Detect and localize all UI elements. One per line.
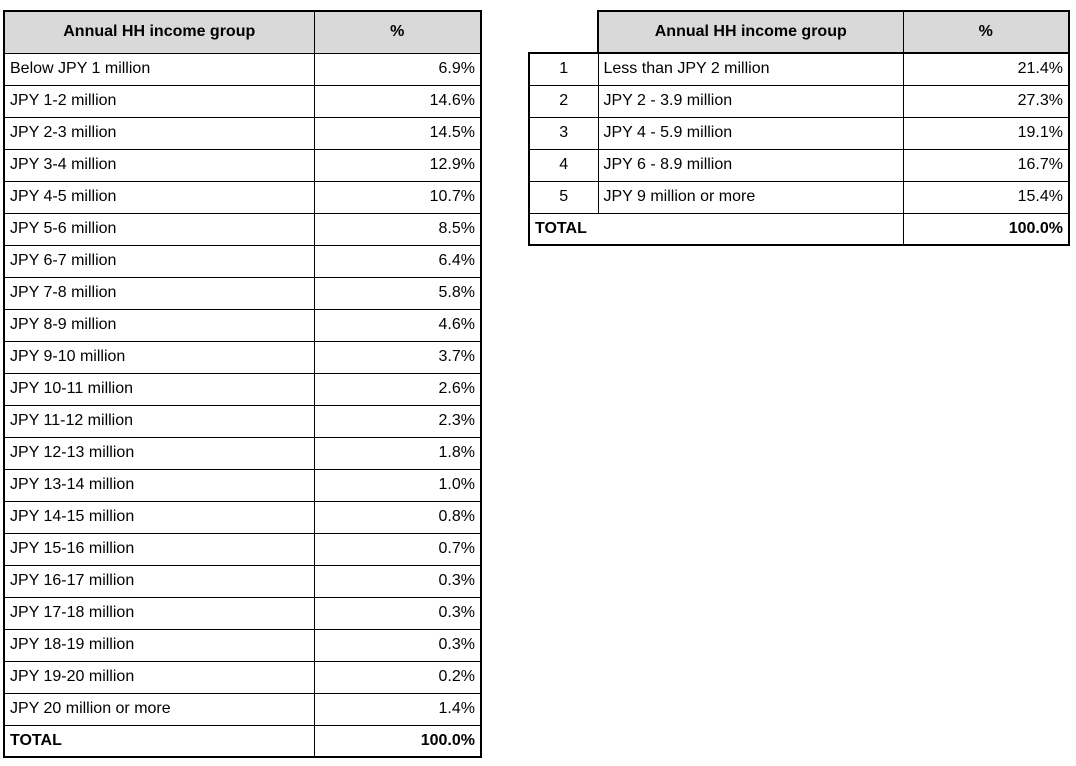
income-group-cell: JPY 1-2 million	[3, 84, 315, 118]
income-group-cell: JPY 6-7 million	[3, 244, 315, 278]
table-row: JPY 9-10 million 3.7%	[3, 340, 482, 374]
percent-cell: 6.4%	[313, 244, 482, 278]
percent-cell: 21.4%	[902, 52, 1070, 86]
table-row: JPY 15-16 million 0.7%	[3, 532, 482, 566]
percent-cell: 0.8%	[313, 500, 482, 534]
table-row: JPY 20 million or more 1.4%	[3, 692, 482, 726]
percent-cell: 12.9%	[313, 148, 482, 182]
income-group-cell: JPY 9 million or more	[597, 180, 904, 214]
table-row: 5 JPY 9 million or more 15.4%	[528, 180, 1070, 214]
income-group-cell: JPY 2 - 3.9 million	[597, 84, 904, 118]
income-group-cell: JPY 15-16 million	[3, 532, 315, 566]
table-row: JPY 7-8 million 5.8%	[3, 276, 482, 310]
header-row: Annual HH income group %	[597, 10, 1070, 54]
table-row: JPY 19-20 million 0.2%	[3, 660, 482, 694]
table-row: JPY 4-5 million 10.7%	[3, 180, 482, 214]
table-row: JPY 17-18 million 0.3%	[3, 596, 482, 630]
income-group-cell: JPY 8-9 million	[3, 308, 315, 342]
column-header-income-group: Annual HH income group	[3, 10, 315, 54]
table-row: 2 JPY 2 - 3.9 million 27.3%	[528, 84, 1070, 118]
income-group-cell: JPY 7-8 million	[3, 276, 315, 310]
table-row: JPY 16-17 million 0.3%	[3, 564, 482, 598]
table-row: JPY 2-3 million 14.5%	[3, 116, 482, 150]
table-row: 3 JPY 4 - 5.9 million 19.1%	[528, 116, 1070, 150]
percent-cell: 0.2%	[313, 660, 482, 694]
table-row: JPY 14-15 million 0.8%	[3, 500, 482, 534]
total-row: TOTAL 100.0%	[3, 724, 482, 758]
income-group-cell: JPY 14-15 million	[3, 500, 315, 534]
table-row: JPY 11-12 million 2.3%	[3, 404, 482, 438]
percent-cell: 6.9%	[313, 52, 482, 86]
percent-cell: 3.7%	[313, 340, 482, 374]
income-group-cell: JPY 12-13 million	[3, 436, 315, 470]
row-number-cell: 5	[528, 180, 599, 214]
row-number-cell: 1	[528, 52, 599, 86]
income-group-cell: Less than JPY 2 million	[597, 52, 904, 86]
percent-cell: 10.7%	[313, 180, 482, 214]
income-table-detailed: Annual HH income group % Below JPY 1 mil…	[3, 10, 482, 758]
income-group-cell: JPY 3-4 million	[3, 148, 315, 182]
percent-cell: 27.3%	[902, 84, 1070, 118]
table-row: JPY 8-9 million 4.6%	[3, 308, 482, 342]
percent-cell: 0.3%	[313, 564, 482, 598]
percent-cell: 1.4%	[313, 692, 482, 726]
income-group-cell: JPY 5-6 million	[3, 212, 315, 246]
income-group-cell: JPY 13-14 million	[3, 468, 315, 502]
table-row: JPY 5-6 million 8.5%	[3, 212, 482, 246]
income-group-cell: JPY 4-5 million	[3, 180, 315, 214]
table-row: 1 Less than JPY 2 million 21.4%	[528, 52, 1070, 86]
percent-cell: 1.8%	[313, 436, 482, 470]
income-group-cell: Below JPY 1 million	[3, 52, 315, 86]
table-row: Below JPY 1 million 6.9%	[3, 52, 482, 86]
column-header-percent: %	[313, 10, 482, 54]
income-group-cell: JPY 6 - 8.9 million	[597, 148, 904, 182]
table-row: JPY 10-11 million 2.6%	[3, 372, 482, 406]
percent-cell: 5.8%	[313, 276, 482, 310]
income-group-cell: JPY 11-12 million	[3, 404, 315, 438]
header-row: Annual HH income group %	[3, 10, 482, 54]
column-header-income-group: Annual HH income group	[597, 10, 904, 54]
percent-cell: 2.6%	[313, 372, 482, 406]
table-row: JPY 1-2 million 14.6%	[3, 84, 482, 118]
percent-cell: 0.3%	[313, 628, 482, 662]
row-number-cell: 3	[528, 116, 599, 150]
total-label-cell: TOTAL	[3, 724, 315, 758]
percent-cell: 14.6%	[313, 84, 482, 118]
table-row: JPY 12-13 million 1.8%	[3, 436, 482, 470]
table-row: JPY 6-7 million 6.4%	[3, 244, 482, 278]
percent-cell: 8.5%	[313, 212, 482, 246]
income-group-cell: JPY 10-11 million	[3, 372, 315, 406]
income-group-cell: JPY 4 - 5.9 million	[597, 116, 904, 150]
table-row: JPY 13-14 million 1.0%	[3, 468, 482, 502]
income-group-cell: JPY 20 million or more	[3, 692, 315, 726]
income-table-grouped-header: Annual HH income group %	[597, 10, 1070, 54]
row-number-cell: 2	[528, 84, 599, 118]
percent-cell: 15.4%	[902, 180, 1070, 214]
table-row: JPY 18-19 million 0.3%	[3, 628, 482, 662]
income-group-cell: JPY 9-10 million	[3, 340, 315, 374]
percent-cell: 16.7%	[902, 148, 1070, 182]
percent-cell: 19.1%	[902, 116, 1070, 150]
income-group-cell: JPY 19-20 million	[3, 660, 315, 694]
percent-cell: 0.7%	[313, 532, 482, 566]
total-label-cell: TOTAL	[528, 212, 904, 246]
total-percent-cell: 100.0%	[902, 212, 1070, 246]
income-group-cell: JPY 2-3 million	[3, 116, 315, 150]
table-row: 4 JPY 6 - 8.9 million 16.7%	[528, 148, 1070, 182]
income-table-grouped: 1 Less than JPY 2 million 21.4% 2 JPY 2 - 3.…	[528, 52, 1070, 246]
table-row: JPY 3-4 million 12.9%	[3, 148, 482, 182]
percent-cell: 4.6%	[313, 308, 482, 342]
income-group-cell: JPY 17-18 million	[3, 596, 315, 630]
percent-cell: 0.3%	[313, 596, 482, 630]
row-number-cell: 4	[528, 148, 599, 182]
column-header-percent: %	[902, 10, 1070, 54]
percent-cell: 14.5%	[313, 116, 482, 150]
total-percent-cell: 100.0%	[313, 724, 482, 758]
percent-cell: 2.3%	[313, 404, 482, 438]
income-group-cell: JPY 16-17 million	[3, 564, 315, 598]
percent-cell: 1.0%	[313, 468, 482, 502]
total-row: TOTAL 100.0%	[528, 212, 1070, 246]
income-group-cell: JPY 18-19 million	[3, 628, 315, 662]
